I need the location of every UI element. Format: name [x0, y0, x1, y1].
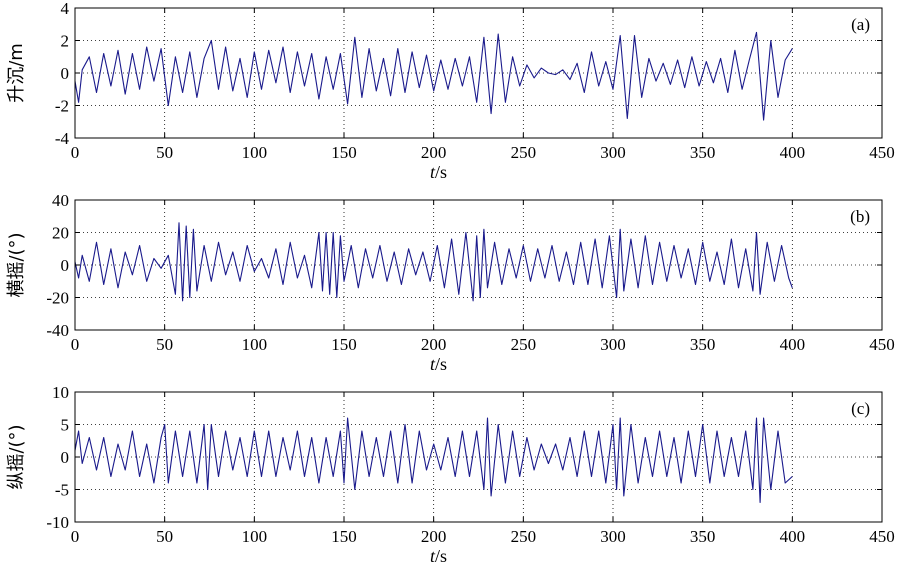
chart-panel-1: 0 50 100 150 200 250 300 350 400 450 4 2 0 -2 -4 t/s 升沉/…: [6, 0, 895, 182]
y-tick-label: 0: [61, 448, 70, 467]
x-tick-label: 100: [242, 527, 268, 546]
x-tick-label: 200: [421, 143, 447, 162]
y-tick-label: 5: [61, 416, 70, 435]
x-tick-label: 350: [690, 527, 716, 546]
chart-panel-2: 0 50 100 150 200 250 300 350 400 45040200-20-40t/…: [6, 191, 895, 374]
x-tick-label: 50: [156, 143, 173, 162]
x-tick-label: 450: [869, 143, 895, 162]
y-tick-label: -4: [55, 129, 70, 148]
x-tick-label: 250: [511, 335, 537, 354]
x-tick-label: 250: [511, 143, 537, 162]
y-tick-label: 40: [52, 191, 69, 210]
y-axis-title: 横摇/(°): [6, 232, 27, 297]
x-axis-unit: /s: [435, 546, 447, 566]
y-tick-label: 2: [61, 32, 70, 51]
y-tick-label: -5: [55, 481, 69, 500]
y-tick-label: 20: [52, 224, 69, 243]
y-tick-label: 0: [61, 256, 70, 275]
x-tick-label: 200: [421, 335, 447, 354]
y-tick-label: -10: [46, 513, 69, 532]
y-tick-label: -2: [55, 97, 69, 116]
x-axis-title: t/s: [430, 162, 447, 182]
x-tick-label: 300: [600, 143, 626, 162]
y-axis-title: 纵摇/(°): [6, 424, 27, 489]
x-tick-label: 50: [156, 527, 173, 546]
x-tick-label: 150: [331, 335, 357, 354]
x-axis-title: t/s: [430, 354, 447, 374]
y-tick-label: -20: [46, 289, 69, 308]
x-tick-label: 450: [869, 527, 895, 546]
x-axis-unit: /s: [435, 162, 447, 182]
series-line: [74, 222, 793, 302]
panel-label: (a): [851, 15, 870, 34]
x-axis-unit: /s: [435, 354, 447, 374]
x-axis-title: t/s: [430, 546, 447, 566]
x-tick-label: 350: [690, 335, 716, 354]
series-line: [74, 31, 793, 121]
y-tick-label: 10: [52, 383, 69, 402]
x-tick-label: 100: [242, 143, 268, 162]
y-tick-label: 0: [61, 64, 70, 83]
y-tick-label: -40: [46, 321, 69, 340]
axes-frame: [74, 391, 883, 523]
x-tick-label: 400: [780, 335, 806, 354]
x-tick-label: 0: [71, 335, 80, 354]
x-tick-label: 0: [71, 527, 80, 546]
x-tick-label: 400: [780, 527, 806, 546]
x-tick-label: 150: [331, 143, 357, 162]
y-tick-label: 4: [61, 0, 70, 18]
x-tick-label: 50: [156, 335, 173, 354]
x-tick-label: 150: [331, 527, 357, 546]
x-axis-variable: t: [430, 162, 436, 182]
x-tick-label: 350: [690, 143, 716, 162]
x-tick-label: 450: [869, 335, 895, 354]
x-tick-label: 300: [600, 527, 626, 546]
axes-frame: [74, 7, 883, 139]
x-tick-label: 300: [600, 335, 626, 354]
x-tick-label: 250: [511, 527, 537, 546]
x-tick-label: 0: [71, 143, 80, 162]
x-tick-label: 100: [242, 335, 268, 354]
y-axis-title: 升沉/m: [6, 43, 27, 103]
x-axis-variable: t: [430, 546, 436, 566]
series-line: [74, 417, 793, 504]
x-tick-label: 400: [780, 143, 806, 162]
x-tick-label: 200: [421, 527, 447, 546]
chart-panel-3: 0 50 100 150 200 250 300 350 400 4501050-5-10t/s纵…: [6, 383, 895, 566]
panel-label: (b): [850, 207, 870, 226]
x-axis-variable: t: [430, 354, 436, 374]
panel-label: (c): [851, 399, 870, 418]
